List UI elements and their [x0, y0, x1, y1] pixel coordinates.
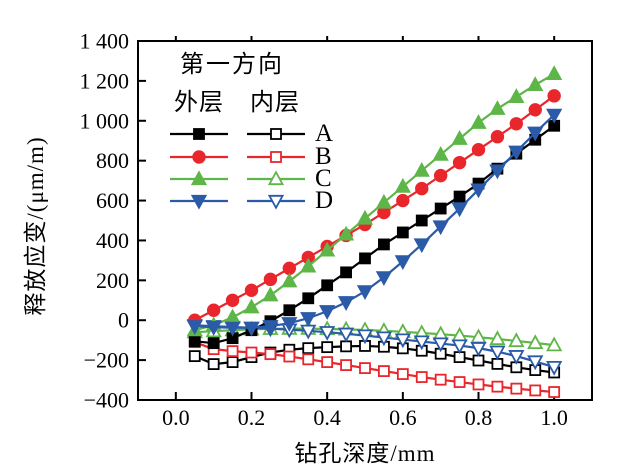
legend-sample-B-inner — [247, 150, 305, 163]
legend-sample-B-outer — [170, 149, 228, 164]
plot-frame — [137, 40, 593, 401]
svg-text:600: 600 — [96, 188, 129, 213]
legend-sample-D-inner — [247, 195, 305, 211]
legend-title: 第一方向 — [180, 52, 284, 78]
legend-entry-label: B — [315, 142, 332, 170]
svg-text:1.0: 1.0 — [540, 405, 568, 430]
svg-text:−400: −400 — [84, 388, 129, 413]
legend-entry-label: D — [315, 187, 334, 215]
series-B-inner — [188, 336, 561, 398]
svg-text:1 000: 1 000 — [80, 108, 130, 133]
svg-text:1 400: 1 400 — [80, 29, 130, 54]
series-D-outer — [186, 108, 563, 337]
svg-text:800: 800 — [96, 148, 129, 173]
legend-row-D: D — [168, 187, 334, 215]
svg-text:0.0: 0.0 — [162, 405, 190, 430]
y-axis-title: 释放应变/(μm/m) — [23, 136, 48, 316]
svg-text:400: 400 — [96, 228, 129, 253]
legend-sample-C-inner — [247, 170, 305, 186]
legend-sample-A-outer — [170, 128, 228, 141]
legend-row-B: B — [168, 142, 333, 170]
x-axis-ticks: 0.0 0.2 0.4 0.6 0.8 1.0 — [162, 36, 568, 430]
y-axis-ticks: −400 −200 0 200 400 600 800 1 000 1 200 1 400 — [80, 29, 146, 413]
svg-text:0.6: 0.6 — [389, 405, 417, 430]
legend-sample-C-outer — [170, 170, 228, 186]
legend-row-C: C — [168, 164, 333, 192]
legend-column-headers: 外层 内层 — [174, 82, 333, 117]
svg-text:200: 200 — [96, 268, 129, 293]
svg-text:0: 0 — [118, 308, 129, 333]
legend-col-inner: 内层 — [250, 90, 300, 116]
svg-text:−200: −200 — [84, 348, 129, 373]
legend-sample-D-outer — [170, 195, 228, 211]
x-axis-title: 钻孔深度/mm — [294, 441, 436, 466]
legend-entry-label: A — [315, 120, 334, 148]
svg-text:0.2: 0.2 — [238, 405, 266, 430]
svg-text:0.8: 0.8 — [465, 405, 493, 430]
legend-col-outer: 外层 — [174, 90, 224, 116]
svg-text:1 200: 1 200 — [80, 68, 130, 93]
svg-text:0.4: 0.4 — [313, 405, 341, 430]
legend-row-A: A — [168, 120, 334, 148]
legend-entry-label: C — [315, 164, 332, 192]
legend-sample-A-inner — [247, 128, 305, 141]
